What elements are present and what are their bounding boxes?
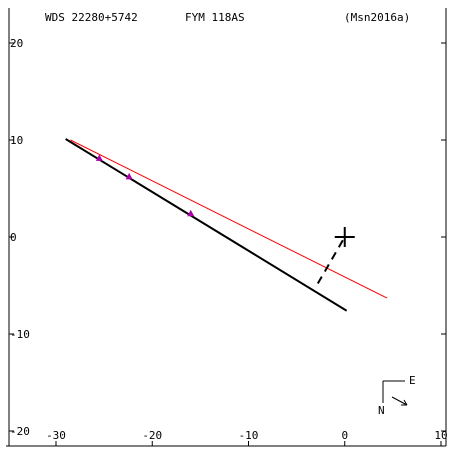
axes xyxy=(6,8,447,447)
x-tick-label: 10 xyxy=(434,429,447,442)
primary-star-cross xyxy=(334,227,355,247)
x-tick-label: -20 xyxy=(142,429,162,442)
discoverer-label: FYM 118AS xyxy=(185,11,245,24)
compass-east-label: E xyxy=(409,374,416,387)
motion-arrow xyxy=(391,396,408,406)
connector-dashed xyxy=(316,236,346,285)
motion-arrowhead-2 xyxy=(403,399,408,406)
wds-label: WDS 22280+5742 xyxy=(45,11,138,24)
x-tick-label: -10 xyxy=(239,429,259,442)
fit-line xyxy=(65,138,348,312)
y-tick-label: -10 xyxy=(10,328,30,341)
compass-north-label: N xyxy=(378,404,385,417)
x-tick-label: -30 xyxy=(46,429,66,442)
y-tick-label: 20 xyxy=(10,37,23,50)
y-tick-label: -20 xyxy=(10,425,30,438)
observation-point xyxy=(187,209,195,217)
reference-label: (Msn2016a) xyxy=(344,11,410,24)
reference-line xyxy=(70,139,388,299)
y-axis-ticks: -20 -10 0 10 20 xyxy=(9,37,446,438)
x-axis-ticks: -30 -20 -10 0 10 xyxy=(46,429,448,446)
observation-point xyxy=(95,154,103,161)
observation-point xyxy=(125,172,133,180)
y-tick-label: 0 xyxy=(10,231,17,244)
y-tick-label: 10 xyxy=(10,134,23,147)
compass: E N xyxy=(378,374,416,417)
observation-points xyxy=(95,154,195,217)
x-tick-label: 0 xyxy=(341,429,348,442)
